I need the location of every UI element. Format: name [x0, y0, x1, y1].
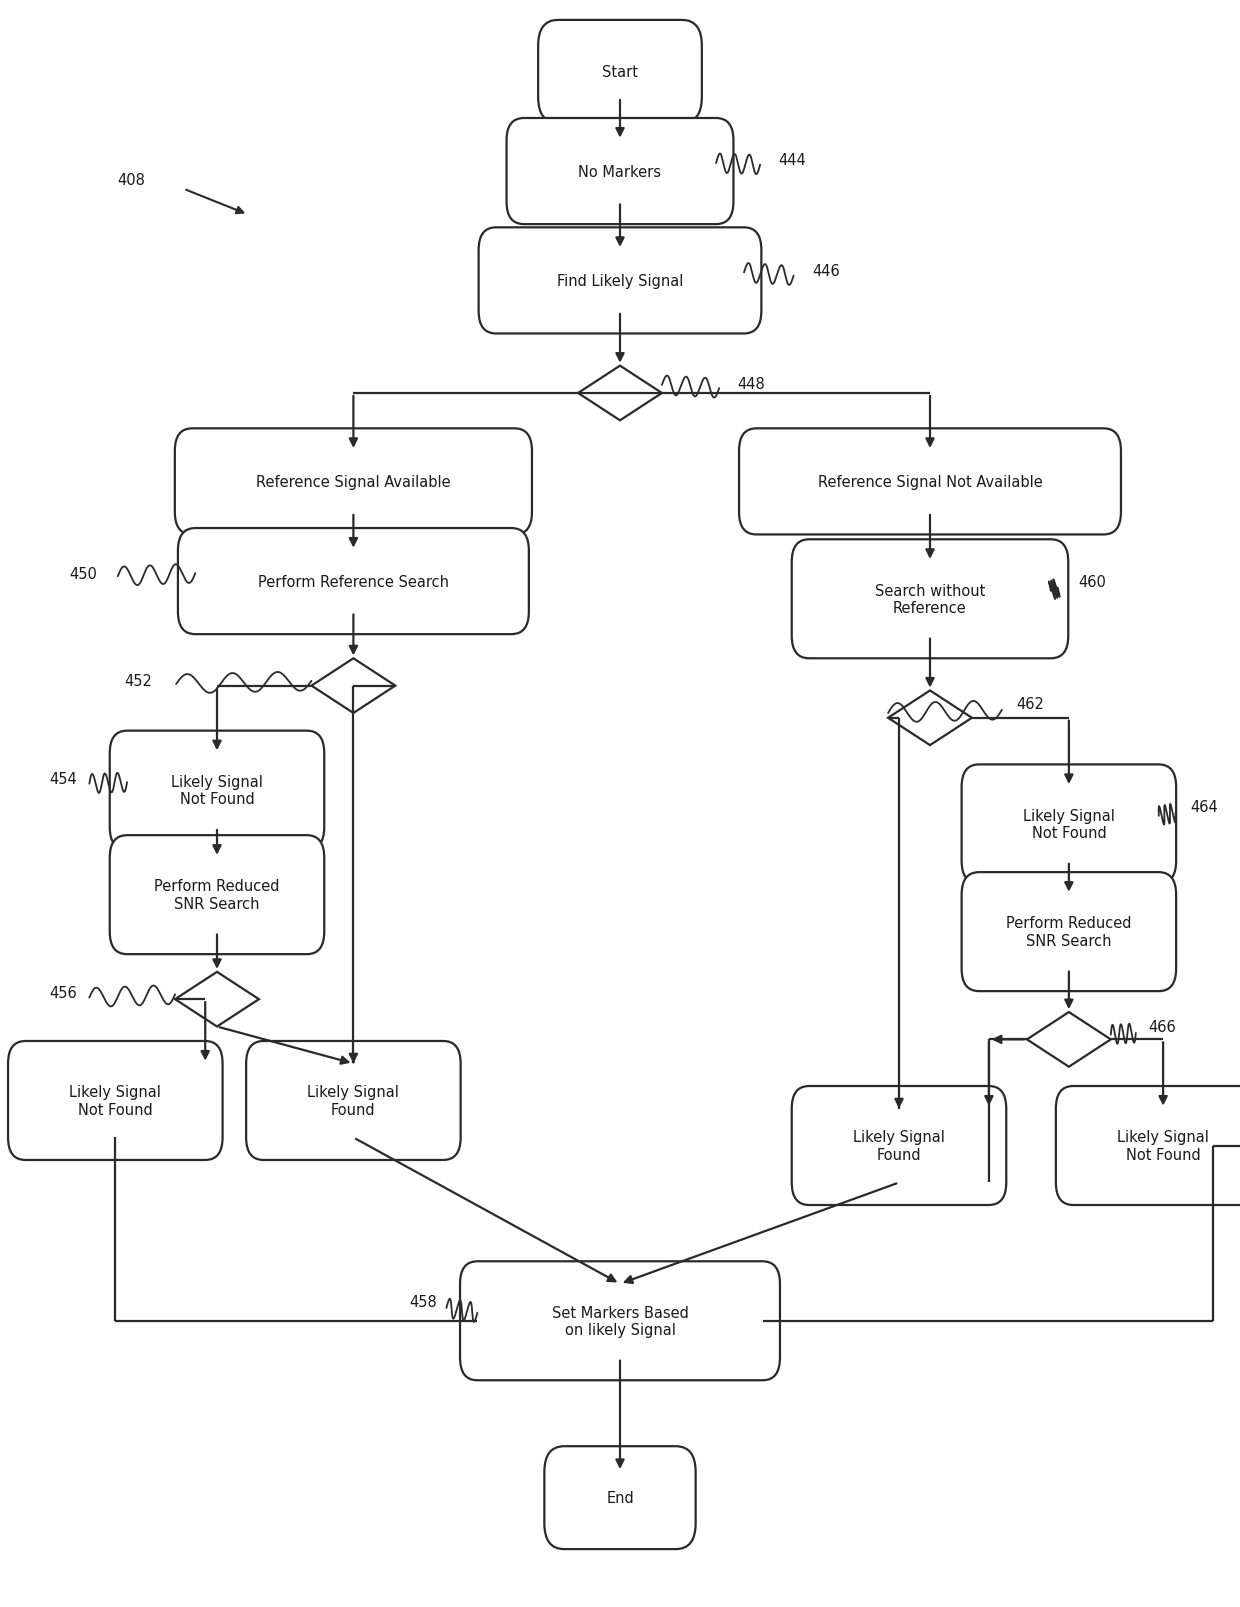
- Text: Likely Signal
Not Found: Likely Signal Not Found: [1023, 808, 1115, 840]
- Text: Likely Signal
Not Found: Likely Signal Not Found: [69, 1085, 161, 1117]
- FancyBboxPatch shape: [177, 529, 528, 635]
- FancyBboxPatch shape: [109, 731, 324, 850]
- Text: Likely Signal
Found: Likely Signal Found: [308, 1085, 399, 1117]
- Text: Likely Signal
Not Found: Likely Signal Not Found: [171, 775, 263, 807]
- FancyBboxPatch shape: [962, 873, 1176, 992]
- Text: 460: 460: [1079, 574, 1106, 590]
- Text: Start: Start: [601, 64, 639, 80]
- Text: Likely Signal
Found: Likely Signal Found: [853, 1130, 945, 1162]
- FancyBboxPatch shape: [544, 1446, 696, 1549]
- FancyBboxPatch shape: [791, 1086, 1006, 1205]
- Text: 466: 466: [1148, 1019, 1176, 1035]
- Text: 458: 458: [409, 1294, 436, 1310]
- Text: 454: 454: [50, 771, 77, 787]
- Text: 462: 462: [1017, 696, 1044, 712]
- FancyBboxPatch shape: [109, 836, 324, 955]
- FancyBboxPatch shape: [739, 429, 1121, 535]
- Text: Perform Reduced
SNR Search: Perform Reduced SNR Search: [1006, 916, 1132, 948]
- Text: Reference Signal Available: Reference Signal Available: [257, 474, 450, 490]
- Text: 450: 450: [69, 566, 97, 582]
- Text: Reference Signal Not Available: Reference Signal Not Available: [817, 474, 1043, 490]
- FancyBboxPatch shape: [538, 21, 702, 124]
- Text: Search without
Reference: Search without Reference: [874, 583, 986, 615]
- Text: 408: 408: [118, 172, 145, 188]
- Text: 444: 444: [779, 153, 806, 169]
- FancyBboxPatch shape: [1055, 1086, 1240, 1205]
- Text: 456: 456: [50, 985, 77, 1001]
- FancyBboxPatch shape: [506, 119, 733, 225]
- Text: Find Likely Signal: Find Likely Signal: [557, 273, 683, 289]
- Text: Set Markers Based
on likely Signal: Set Markers Based on likely Signal: [552, 1305, 688, 1337]
- Text: 448: 448: [738, 376, 765, 392]
- FancyBboxPatch shape: [962, 765, 1176, 884]
- FancyBboxPatch shape: [175, 429, 532, 535]
- Polygon shape: [311, 659, 396, 714]
- Polygon shape: [888, 691, 972, 746]
- FancyBboxPatch shape: [479, 228, 761, 334]
- Polygon shape: [1027, 1012, 1111, 1067]
- Text: 446: 446: [812, 264, 839, 280]
- FancyBboxPatch shape: [246, 1041, 460, 1160]
- Text: No Markers: No Markers: [579, 164, 661, 180]
- Text: Perform Reduced
SNR Search: Perform Reduced SNR Search: [154, 879, 280, 911]
- Text: Perform Reference Search: Perform Reference Search: [258, 574, 449, 590]
- Polygon shape: [175, 972, 259, 1027]
- Text: Likely Signal
Not Found: Likely Signal Not Found: [1117, 1130, 1209, 1162]
- Text: 452: 452: [124, 673, 151, 689]
- FancyBboxPatch shape: [460, 1261, 780, 1380]
- FancyBboxPatch shape: [791, 540, 1069, 659]
- FancyBboxPatch shape: [9, 1041, 223, 1160]
- Text: 464: 464: [1190, 799, 1218, 815]
- Polygon shape: [578, 366, 662, 421]
- Text: End: End: [606, 1490, 634, 1506]
